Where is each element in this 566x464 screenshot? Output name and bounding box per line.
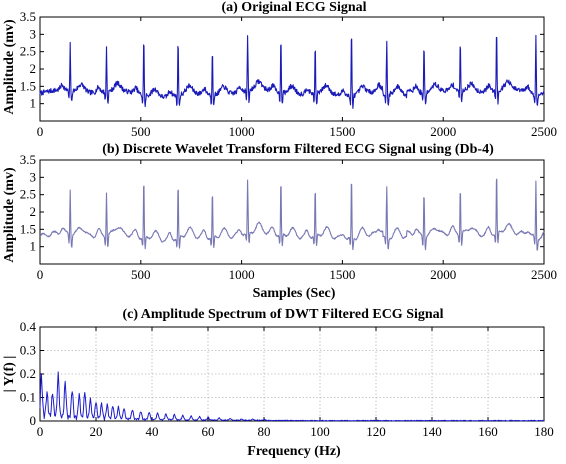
panel-c-xtick-label: 160	[478, 424, 498, 439]
panel-a-xtick-label: 0	[37, 124, 44, 139]
panel-b-xtick-label: 500	[131, 267, 151, 282]
panel-a-xtick-label: 2000	[430, 124, 456, 139]
panel-c-grid	[40, 327, 544, 421]
panel-c-ytick-label: 0	[30, 413, 37, 428]
panel-c-xtick-label: 40	[146, 424, 159, 439]
panel-c-xtick-label: 120	[366, 424, 386, 439]
panel-b-ytick-label: 3.5	[20, 152, 36, 167]
panel-a-ytick-label: 2	[30, 61, 37, 76]
panel-a-ytick-label: 3	[30, 26, 37, 41]
panel-a-frame	[39, 16, 545, 122]
panel-a-series-line	[39, 34, 545, 109]
panel-b-xtick-label: 1000	[229, 267, 255, 282]
panel-c-xtick-label: 60	[202, 424, 215, 439]
panel-a-ytick-label: 1.5	[20, 78, 36, 93]
panel-c-xtick-label: 100	[310, 424, 330, 439]
panel-b-ytick-label: 2	[30, 204, 37, 219]
panel-a-xtick-label: 500	[131, 124, 151, 139]
panel-b-xtick-label: 0	[37, 267, 44, 282]
panel-a-ytick-label: 2.5	[20, 44, 36, 59]
panel-c-xlabel: Frequency (Hz)	[247, 444, 341, 459]
panel-c-ytick-label: 0.4	[20, 319, 37, 334]
panel-b-title: (b) Discrete Wavelet Transform Filtered …	[102, 142, 494, 157]
panel-a-ylabel: Amplitude (mv)	[2, 19, 17, 115]
panel-b-xtick-label: 2500	[531, 267, 557, 282]
panel-b-ytick-label: 1.5	[20, 221, 36, 236]
panel-c-xtick-label: 0	[37, 424, 44, 439]
panel-b-ylabel: Amplitude (mv)	[2, 167, 17, 263]
panel-b-ytick-label: 3	[30, 169, 37, 184]
panel-a-ytick-label: 3.5	[20, 9, 36, 24]
panel-c-xtick-label: 180	[534, 424, 554, 439]
panel-b-series-line	[39, 178, 545, 251]
panel-c: (c) Amplitude Spectrum of DWT Filtered E…	[2, 307, 554, 459]
panel-a-ytick-label: 1	[30, 96, 37, 111]
panel-b-ytick-label: 1	[30, 239, 37, 254]
panel-a: (a) Original ECG Signal Amplitude (mv) 0…	[2, 0, 557, 139]
panel-c-title: (c) Amplitude Spectrum of DWT Filtered E…	[122, 307, 443, 322]
panel-a-xtick-label: 2500	[531, 124, 557, 139]
panel-c-ytick-label: 0.2	[20, 366, 36, 381]
panel-b: (b) Discrete Wavelet Transform Filtered …	[2, 142, 557, 301]
panel-a-title: (a) Original ECG Signal	[221, 0, 366, 15]
panel-c-xtick-label: 80	[258, 424, 271, 439]
panel-a-ticks: 0 500 1000 1500 2000 2500 1 1.5 2 2.5 3 3.5	[20, 9, 557, 139]
panel-b-xtick-label: 2000	[430, 267, 456, 282]
panel-c-ytick-label: 0.1	[20, 390, 36, 405]
panel-c-xtick-label: 20	[90, 424, 103, 439]
panel-c-spectrum-line	[39, 371, 545, 422]
panel-c-xtick-label: 140	[422, 424, 442, 439]
panel-b-ticks: 0 500 1000 1500 2000 2500 1 1.5 2 2.5 3 3.5	[20, 152, 557, 282]
panel-c-ticks: 0 20 40 60 80 100 120 140 160 180 0 0.1 0.2 0.3 0.4	[20, 319, 554, 439]
panel-c-ylabel: | Y(f) |	[2, 356, 17, 393]
panel-c-ytick-label: 0.3	[20, 343, 36, 358]
panel-a-xtick-label: 1500	[329, 124, 355, 139]
panel-b-xtick-label: 1500	[329, 267, 355, 282]
panel-b-xlabel: Samples (Sec)	[253, 286, 336, 301]
panel-b-ytick-label: 2.5	[20, 187, 36, 202]
panel-a-xtick-label: 1000	[229, 124, 255, 139]
panel-b-frame	[39, 159, 545, 265]
